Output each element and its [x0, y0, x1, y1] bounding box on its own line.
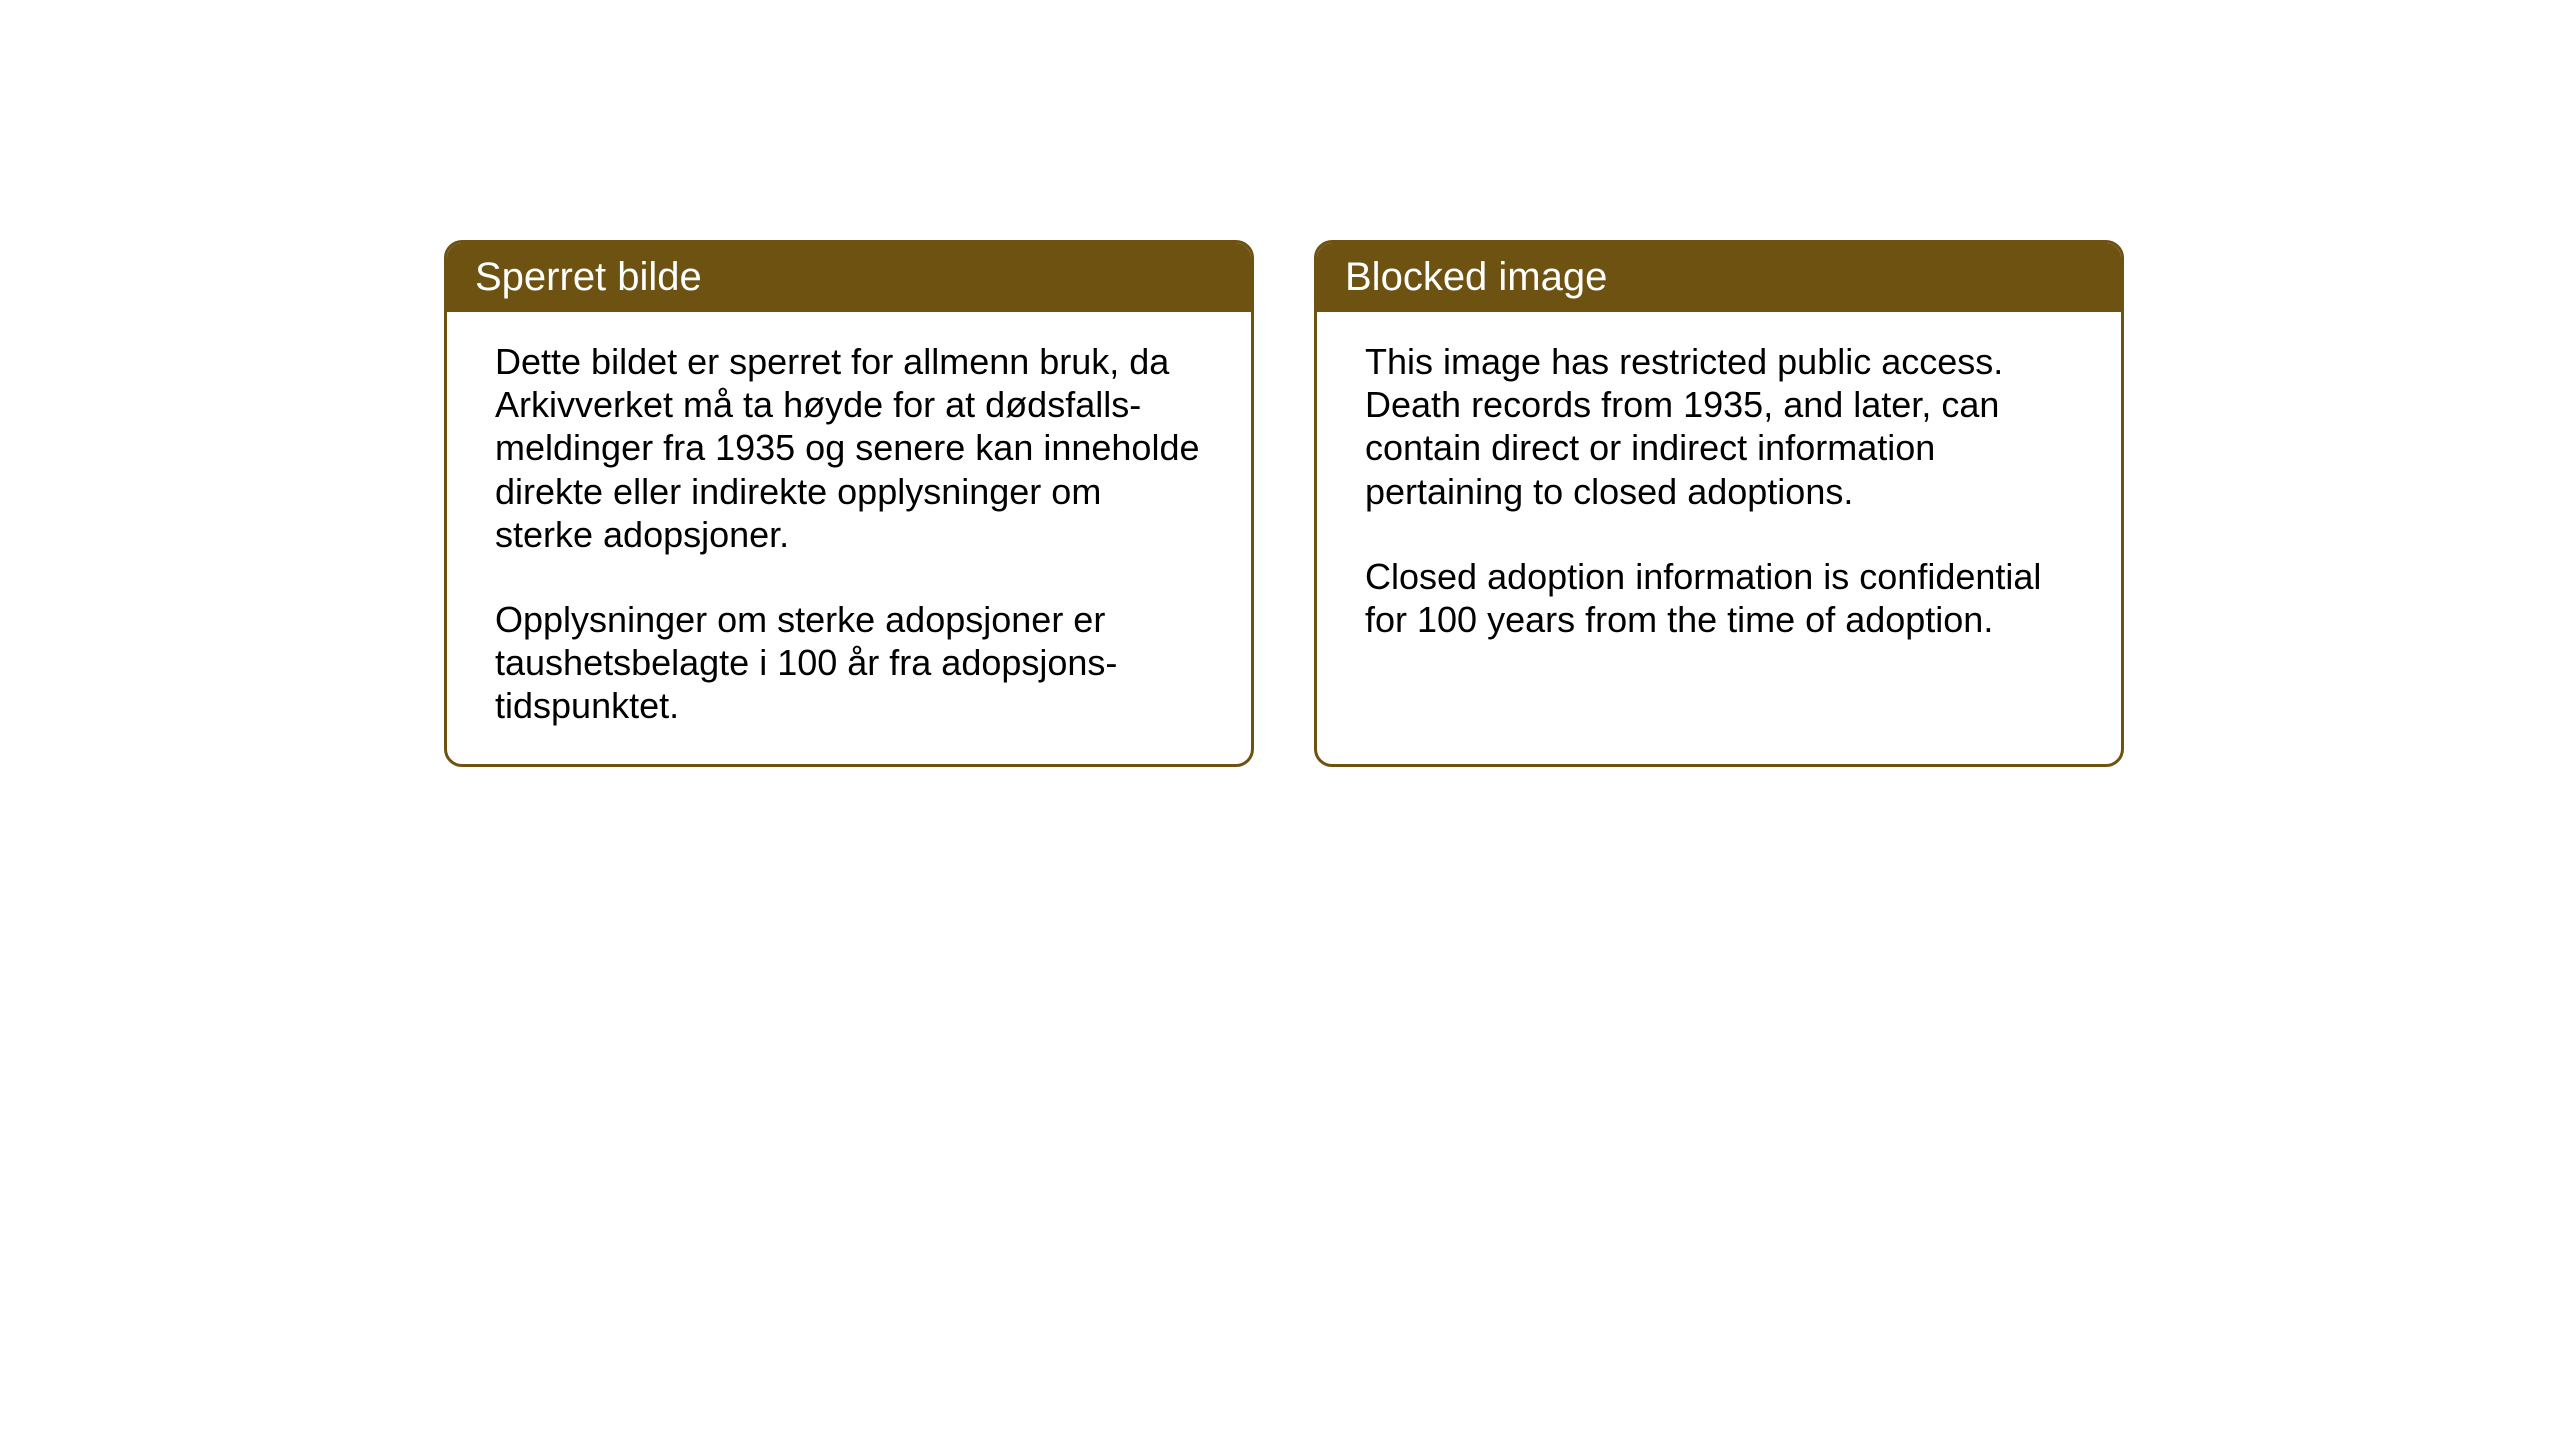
card-body-norwegian: Dette bildet er sperret for allmenn bruk… — [447, 312, 1251, 764]
card-header-norwegian: Sperret bilde — [447, 243, 1251, 312]
card-title-norwegian: Sperret bilde — [475, 255, 702, 299]
card-body-english: This image has restricted public access.… — [1317, 312, 2121, 752]
card-paragraph-1-english: This image has restricted public access.… — [1365, 340, 2073, 513]
card-paragraph-2-norwegian: Opplysninger om sterke adopsjoner er tau… — [495, 598, 1203, 728]
card-paragraph-1-norwegian: Dette bildet er sperret for allmenn bruk… — [495, 340, 1203, 556]
card-title-english: Blocked image — [1345, 255, 1607, 299]
notice-card-english: Blocked image This image has restricted … — [1314, 240, 2124, 767]
card-paragraph-2-english: Closed adoption information is confident… — [1365, 555, 2073, 641]
notice-card-norwegian: Sperret bilde Dette bildet er sperret fo… — [444, 240, 1254, 767]
card-header-english: Blocked image — [1317, 243, 2121, 312]
notice-container: Sperret bilde Dette bildet er sperret fo… — [444, 240, 2124, 767]
